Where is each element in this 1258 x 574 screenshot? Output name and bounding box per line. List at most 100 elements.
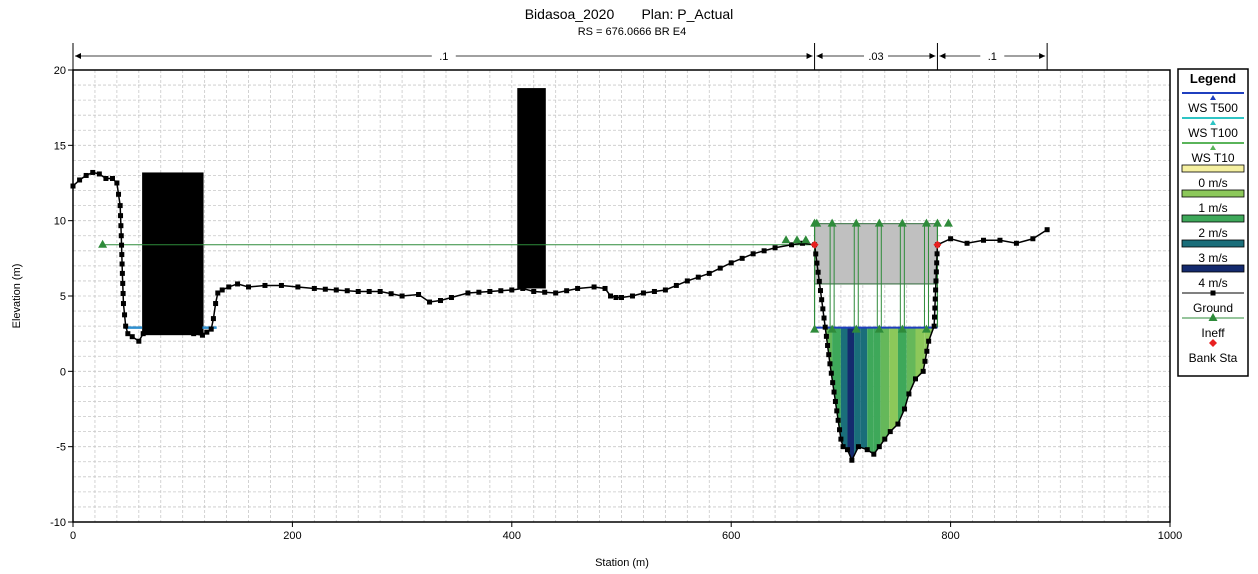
ground-marker bbox=[575, 285, 581, 291]
ineffective-marker bbox=[921, 324, 931, 333]
ground-marker bbox=[509, 287, 515, 293]
ground-marker bbox=[844, 447, 850, 453]
legend-label: WS T500 bbox=[1188, 101, 1238, 115]
ground-marker bbox=[114, 180, 120, 186]
ground-marker bbox=[926, 338, 932, 344]
ground-marker bbox=[828, 370, 834, 376]
mannings-n-label-bg bbox=[980, 49, 1005, 62]
ground-marker bbox=[119, 252, 125, 258]
ground-marker bbox=[673, 282, 679, 288]
ground-marker bbox=[117, 203, 123, 209]
ground-marker bbox=[821, 315, 827, 321]
ground-marker bbox=[864, 447, 870, 453]
ground-marker bbox=[542, 289, 548, 295]
ground-marker bbox=[906, 391, 912, 397]
ineffective-marker bbox=[827, 324, 837, 333]
ineffective-marker bbox=[874, 218, 884, 227]
ground-marker bbox=[933, 269, 939, 275]
legend-swatch-marker bbox=[1209, 339, 1217, 347]
mannings-n-label: .1 bbox=[439, 51, 448, 63]
ground-marker bbox=[964, 240, 970, 246]
ground-marker bbox=[226, 284, 232, 290]
mannings-n-arrow-right bbox=[929, 53, 936, 59]
ground-marker bbox=[180, 329, 186, 335]
ground-marker bbox=[855, 444, 861, 450]
legend-label: 2 m/s bbox=[1198, 226, 1227, 240]
ineffective-marker bbox=[812, 218, 822, 227]
ground-marker bbox=[344, 288, 350, 294]
mannings-n-arrow-left bbox=[75, 53, 81, 59]
legend-swatch-marker bbox=[1210, 290, 1216, 296]
ground-marker bbox=[834, 408, 840, 414]
ground-marker bbox=[118, 213, 124, 219]
ground-marker bbox=[662, 287, 668, 293]
ground-marker bbox=[448, 295, 454, 301]
velocity-slice bbox=[867, 327, 874, 455]
ineffective-marker bbox=[810, 324, 820, 333]
ground-marker bbox=[103, 175, 109, 181]
ground-marker bbox=[932, 296, 938, 302]
x-tick-label: 400 bbox=[503, 530, 521, 542]
ground-marker bbox=[90, 169, 96, 175]
ground-marker bbox=[123, 323, 129, 329]
ground-marker bbox=[1030, 236, 1036, 242]
ground-marker bbox=[116, 191, 122, 197]
ground-marker bbox=[235, 281, 241, 287]
ground-marker bbox=[377, 288, 383, 294]
ground-marker bbox=[613, 295, 619, 301]
chart-title: Bidasoa_2020 Plan: P_Actual bbox=[525, 6, 734, 22]
ground-marker bbox=[129, 334, 135, 340]
ground-marker bbox=[608, 293, 614, 299]
ground-marker bbox=[119, 261, 125, 267]
x-axis-ticks: 0 200 400 600 800 1000 bbox=[70, 522, 1182, 542]
mannings-n-label: .03 bbox=[868, 51, 883, 63]
ground-marker bbox=[922, 358, 928, 364]
ground-marker bbox=[487, 288, 493, 294]
legend-label: Ineff bbox=[1201, 326, 1225, 340]
x-tick-label: 600 bbox=[722, 530, 740, 542]
ineffective-marker bbox=[897, 324, 907, 333]
ground-marker bbox=[191, 331, 197, 337]
ground-marker bbox=[728, 260, 734, 266]
ground-marker bbox=[815, 269, 821, 275]
legend-label: 4 m/s bbox=[1198, 276, 1227, 290]
legend-label: Bank Sta bbox=[1189, 351, 1238, 365]
ground-marker bbox=[932, 314, 938, 320]
ground-marker bbox=[849, 457, 855, 463]
ground-marker bbox=[1044, 227, 1050, 233]
ground-marker bbox=[761, 248, 767, 254]
ground-marker bbox=[158, 329, 164, 335]
ground-marker bbox=[210, 316, 216, 322]
ground-marker bbox=[912, 376, 918, 382]
ground-marker bbox=[924, 348, 930, 354]
y-tick-label: -10 bbox=[50, 517, 66, 529]
ground-marker bbox=[629, 293, 635, 299]
ground-marker bbox=[119, 270, 125, 276]
ground-marker bbox=[739, 255, 745, 261]
legend-swatch-marker bbox=[1210, 120, 1216, 125]
ground-marker bbox=[122, 312, 128, 318]
legend-label: 1 m/s bbox=[1198, 201, 1227, 215]
ground-marker bbox=[820, 306, 826, 312]
ground-marker bbox=[772, 245, 778, 251]
ineffective-marker bbox=[827, 218, 837, 227]
ground-marker bbox=[199, 332, 205, 338]
ground-marker bbox=[651, 288, 657, 294]
ground-marker bbox=[125, 331, 131, 337]
x-axis-label: Station (m) bbox=[595, 557, 649, 569]
ground-marker bbox=[564, 288, 570, 294]
ground-marker bbox=[120, 280, 126, 286]
ground-marker bbox=[825, 342, 831, 348]
ground-marker bbox=[399, 293, 405, 299]
ineffective-marker bbox=[851, 324, 861, 333]
legend-swatch-marker bbox=[1210, 95, 1216, 100]
y-tick-label: 20 bbox=[54, 65, 66, 77]
x-tick-label: 200 bbox=[283, 530, 301, 542]
mannings-n-label-bg bbox=[431, 49, 456, 62]
ground-marker bbox=[830, 380, 836, 386]
velocity-slice bbox=[889, 327, 898, 434]
ground-marker bbox=[355, 288, 361, 294]
ground-marker bbox=[813, 251, 819, 257]
ground-marker bbox=[931, 323, 937, 329]
ground-marker bbox=[789, 242, 795, 248]
